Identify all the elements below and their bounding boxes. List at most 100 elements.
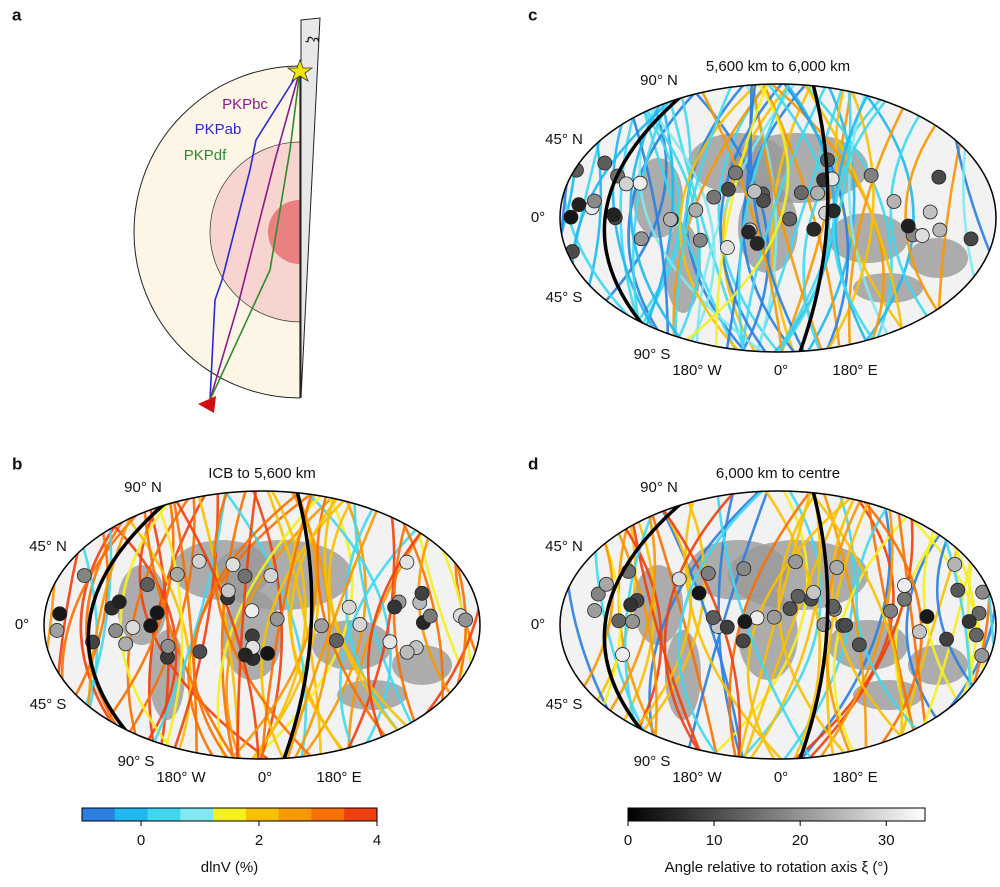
station bbox=[923, 205, 937, 219]
station bbox=[830, 561, 844, 575]
station bbox=[150, 606, 164, 620]
station bbox=[736, 634, 750, 648]
colorbar-tick-label: 20 bbox=[792, 832, 809, 849]
colorbar-segment bbox=[148, 808, 181, 821]
station bbox=[329, 634, 343, 648]
station bbox=[633, 176, 647, 190]
map-title: ICB to 5,600 km bbox=[208, 465, 316, 482]
station bbox=[852, 638, 866, 652]
station bbox=[383, 635, 397, 649]
colorbar-tick-label: 0 bbox=[624, 832, 632, 849]
ray-label: PKPbc bbox=[222, 96, 268, 113]
station bbox=[783, 212, 797, 226]
station bbox=[767, 610, 781, 624]
station bbox=[53, 607, 67, 621]
lat-label: 0° bbox=[15, 616, 29, 633]
station bbox=[693, 233, 707, 247]
station bbox=[226, 558, 240, 572]
lat-label: 90° S bbox=[634, 753, 671, 770]
station bbox=[807, 222, 821, 236]
station bbox=[264, 569, 278, 583]
colorbar-label: dlnV (%) bbox=[201, 859, 259, 876]
station bbox=[884, 604, 898, 618]
lat-label: 0° bbox=[531, 616, 545, 633]
station bbox=[161, 639, 175, 653]
colorbar-tick-label: 10 bbox=[706, 832, 723, 849]
station bbox=[689, 203, 703, 217]
station bbox=[459, 613, 473, 627]
lat-label: 45° S bbox=[546, 696, 583, 713]
receiver bbox=[198, 396, 216, 413]
station bbox=[598, 156, 612, 170]
lat-label: 0° bbox=[531, 209, 545, 226]
station bbox=[738, 615, 752, 629]
colorbar-segment bbox=[246, 808, 279, 821]
colorbar-segment bbox=[344, 808, 377, 821]
station bbox=[887, 195, 901, 209]
station bbox=[933, 223, 947, 237]
station bbox=[901, 219, 915, 233]
panel-label: c bbox=[528, 5, 537, 24]
station bbox=[898, 579, 912, 593]
colorbar-segment bbox=[213, 808, 246, 821]
lon-label: 180° W bbox=[156, 769, 206, 786]
station bbox=[170, 567, 184, 581]
station bbox=[794, 186, 808, 200]
lat-label: 90° S bbox=[118, 753, 155, 770]
lat-label: 90° S bbox=[634, 346, 671, 363]
lat-label: 45° N bbox=[545, 131, 583, 148]
colorbar-tick-label: 0 bbox=[137, 832, 145, 849]
lat-label: 45° S bbox=[30, 696, 67, 713]
lon-label: 0° bbox=[774, 362, 788, 379]
station bbox=[912, 625, 926, 639]
colorbar-tick-label: 30 bbox=[878, 832, 895, 849]
station bbox=[721, 182, 735, 196]
station bbox=[897, 592, 911, 606]
lat-label: 90° N bbox=[640, 479, 678, 496]
map-title: 5,600 km to 6,000 km bbox=[706, 58, 850, 75]
station bbox=[119, 637, 133, 651]
station bbox=[587, 194, 601, 208]
station bbox=[750, 611, 764, 625]
station bbox=[920, 609, 934, 623]
station bbox=[737, 562, 751, 576]
lon-label: 0° bbox=[774, 769, 788, 786]
station bbox=[353, 617, 367, 631]
station bbox=[692, 586, 706, 600]
station bbox=[783, 602, 797, 616]
station bbox=[423, 609, 437, 623]
station bbox=[720, 620, 734, 634]
station bbox=[811, 186, 825, 200]
station bbox=[747, 184, 761, 198]
station bbox=[245, 604, 259, 618]
station bbox=[964, 232, 978, 246]
station bbox=[50, 623, 64, 637]
station bbox=[962, 614, 976, 628]
lon-label: 180° W bbox=[672, 362, 722, 379]
station bbox=[807, 586, 821, 600]
lat-label: 45° N bbox=[29, 538, 67, 555]
lat-label: 45° S bbox=[546, 289, 583, 306]
station bbox=[415, 586, 429, 600]
colorbar-tick-label: 4 bbox=[373, 832, 381, 849]
station bbox=[707, 190, 721, 204]
station bbox=[193, 645, 207, 659]
station bbox=[626, 615, 640, 629]
figure: a ξ PKPbcPKPabPKPdfc5,600 km to 6,000 km… bbox=[0, 0, 1000, 887]
lon-label: 180° E bbox=[316, 769, 361, 786]
station bbox=[664, 212, 678, 226]
station bbox=[729, 166, 743, 180]
station bbox=[238, 648, 252, 662]
station bbox=[238, 569, 252, 583]
colorbar-segment bbox=[279, 808, 312, 821]
station bbox=[126, 620, 140, 634]
station bbox=[599, 577, 613, 591]
station bbox=[706, 611, 720, 625]
station bbox=[607, 208, 621, 222]
lat-label: 45° N bbox=[545, 538, 583, 555]
station bbox=[948, 557, 962, 571]
station bbox=[612, 614, 626, 628]
station bbox=[791, 589, 805, 603]
lon-label: 180° E bbox=[832, 362, 877, 379]
station bbox=[140, 578, 154, 592]
